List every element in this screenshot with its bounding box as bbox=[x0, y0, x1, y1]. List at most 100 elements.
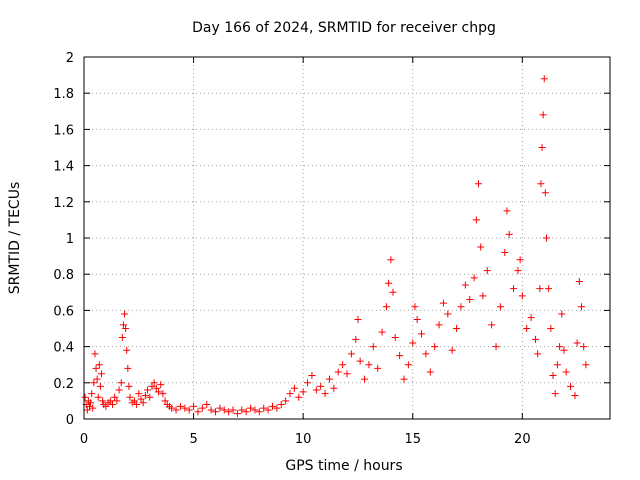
data-point bbox=[553, 361, 561, 369]
data-point bbox=[514, 267, 522, 275]
data-point bbox=[220, 406, 228, 414]
data-point bbox=[106, 397, 114, 405]
data-point bbox=[81, 393, 89, 401]
data-point bbox=[347, 350, 355, 358]
data-point bbox=[389, 288, 397, 296]
data-point bbox=[181, 404, 189, 412]
data-point bbox=[238, 406, 246, 414]
data-point bbox=[343, 370, 351, 378]
data-point bbox=[409, 339, 417, 347]
data-point bbox=[516, 256, 524, 264]
data-point bbox=[198, 404, 206, 412]
y-tick-label: 0.8 bbox=[53, 268, 74, 283]
data-point bbox=[111, 393, 119, 401]
data-point bbox=[268, 402, 276, 410]
data-point bbox=[130, 397, 138, 405]
data-point bbox=[216, 404, 224, 412]
data-point bbox=[172, 406, 180, 414]
data-point bbox=[325, 375, 333, 383]
data-point bbox=[352, 335, 360, 343]
data-point bbox=[137, 395, 145, 403]
data-point bbox=[96, 382, 104, 390]
data-point bbox=[152, 384, 160, 392]
data-point bbox=[558, 310, 566, 318]
data-point bbox=[385, 279, 393, 287]
data-point bbox=[194, 408, 202, 416]
data-point bbox=[312, 386, 320, 394]
data-point bbox=[95, 361, 103, 369]
data-point bbox=[94, 393, 102, 401]
data-point bbox=[411, 303, 419, 311]
data-point bbox=[286, 390, 294, 398]
data-point bbox=[87, 399, 95, 407]
data-point bbox=[330, 384, 338, 392]
data-point bbox=[108, 401, 116, 409]
data-point bbox=[159, 390, 167, 398]
x-tick-label: 10 bbox=[295, 432, 312, 447]
data-point bbox=[117, 379, 125, 387]
data-point bbox=[505, 230, 513, 238]
data-point bbox=[503, 207, 511, 215]
data-point bbox=[571, 391, 579, 399]
data-point bbox=[567, 382, 575, 390]
data-point bbox=[556, 343, 564, 351]
data-point bbox=[542, 234, 550, 242]
data-point bbox=[472, 216, 480, 224]
data-point bbox=[89, 404, 97, 412]
data-point bbox=[361, 375, 369, 383]
data-point bbox=[448, 346, 456, 354]
data-point bbox=[88, 390, 96, 398]
data-point bbox=[260, 404, 268, 412]
data-point bbox=[141, 391, 149, 399]
data-point bbox=[527, 314, 535, 322]
data-point bbox=[92, 364, 100, 372]
y-tick-label: 0 bbox=[66, 413, 74, 428]
data-point bbox=[295, 393, 303, 401]
data-point bbox=[483, 267, 491, 275]
y-tick-label: 1.2 bbox=[53, 196, 74, 211]
data-point bbox=[277, 401, 285, 409]
data-point bbox=[575, 277, 583, 285]
data-point bbox=[203, 401, 211, 409]
y-tick-label: 1 bbox=[66, 232, 74, 247]
y-tick-label: 0.4 bbox=[53, 341, 74, 356]
data-point bbox=[126, 393, 134, 401]
data-point bbox=[573, 339, 581, 347]
y-tick-label: 1.4 bbox=[53, 160, 74, 175]
data-point bbox=[510, 285, 518, 293]
data-point bbox=[470, 274, 478, 282]
data-point bbox=[457, 303, 465, 311]
data-point bbox=[161, 397, 169, 405]
data-point bbox=[426, 368, 434, 376]
data-point bbox=[431, 343, 439, 351]
data-point bbox=[523, 325, 531, 332]
data-point bbox=[578, 303, 586, 311]
data-point bbox=[538, 144, 546, 151]
data-point bbox=[365, 361, 373, 369]
data-point bbox=[453, 325, 461, 332]
data-point bbox=[374, 364, 382, 372]
data-point bbox=[133, 401, 141, 409]
data-point bbox=[233, 410, 241, 418]
data-points bbox=[81, 75, 590, 418]
data-point bbox=[418, 330, 426, 338]
data-point bbox=[146, 393, 154, 401]
data-point bbox=[308, 372, 316, 380]
data-point bbox=[113, 397, 121, 405]
data-point bbox=[562, 368, 570, 376]
x-tick-label: 15 bbox=[404, 432, 421, 447]
data-point bbox=[125, 382, 133, 390]
data-point bbox=[551, 390, 559, 398]
data-point bbox=[190, 402, 198, 410]
data-point bbox=[537, 180, 545, 188]
data-point bbox=[435, 321, 443, 329]
data-point bbox=[547, 325, 555, 332]
y-axis-title: SRMTID / TECUs bbox=[7, 182, 23, 295]
chart-title: Day 166 of 2024, SRMTID for receiver chp… bbox=[192, 20, 496, 36]
data-point bbox=[122, 325, 130, 332]
data-point bbox=[382, 303, 390, 311]
data-point bbox=[580, 343, 588, 351]
data-point bbox=[185, 406, 193, 414]
data-point bbox=[492, 343, 500, 351]
data-point bbox=[176, 402, 184, 410]
